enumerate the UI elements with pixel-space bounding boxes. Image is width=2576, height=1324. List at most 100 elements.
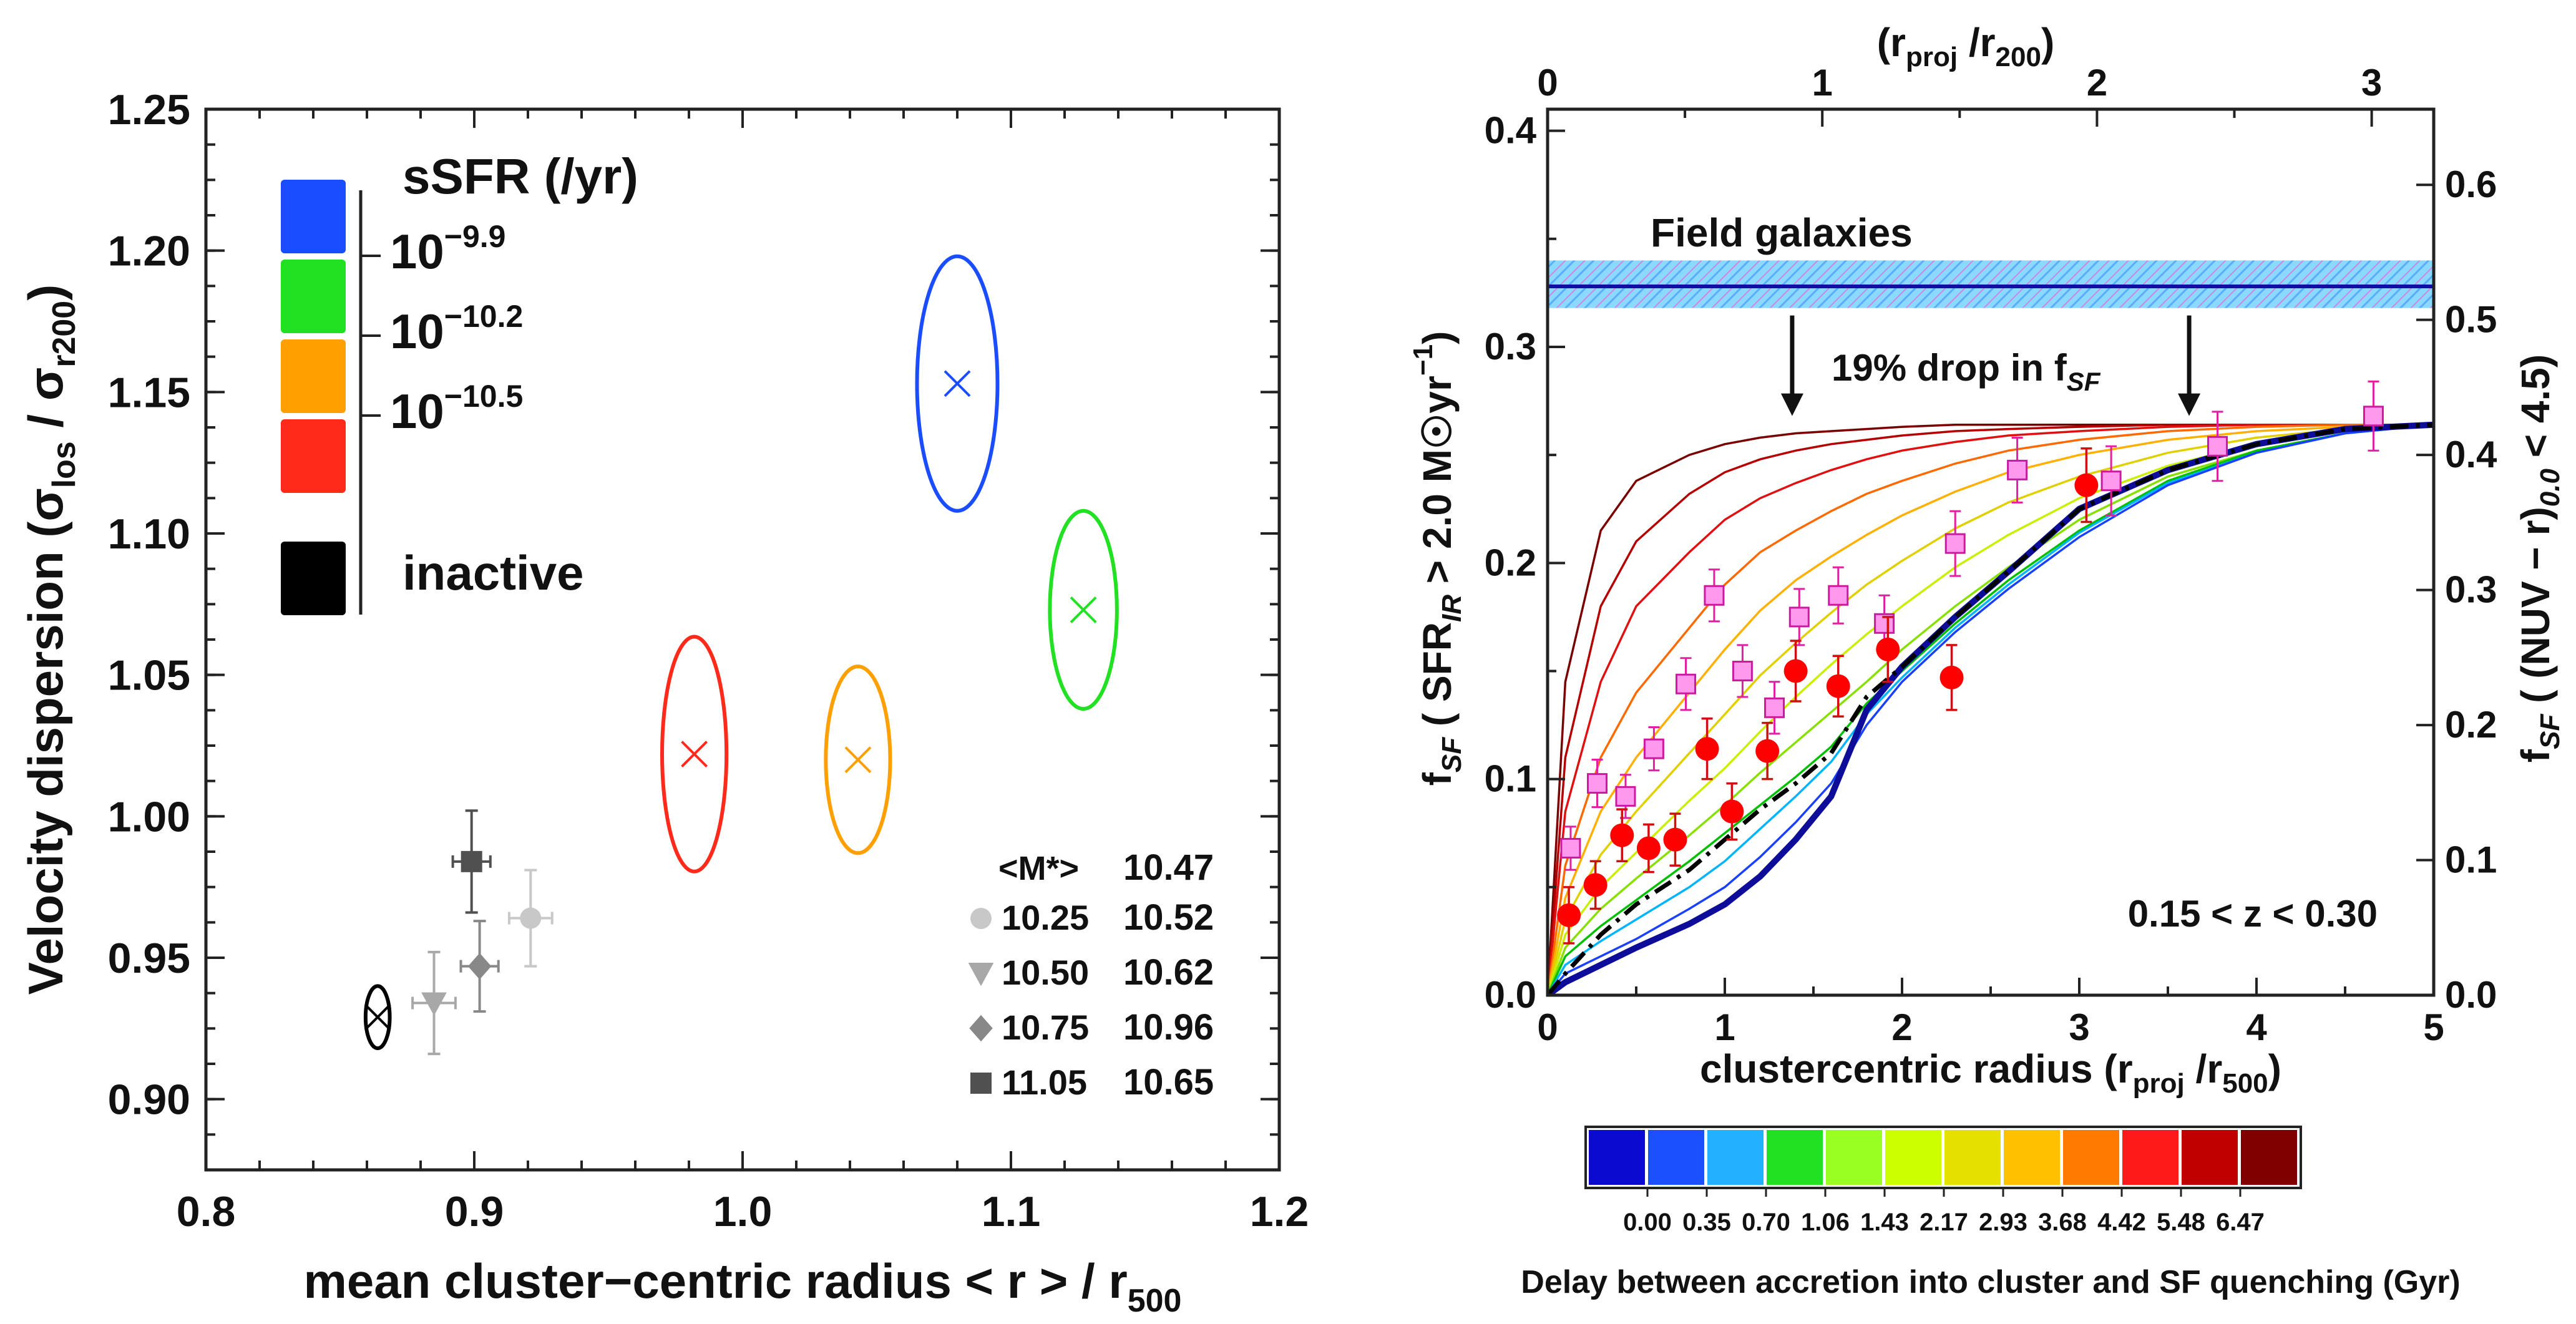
y-left-tick-label: 0.2: [1485, 542, 1536, 583]
nuv-point: [2100, 470, 2122, 492]
drop-arrow-head: [2178, 393, 2201, 416]
mass-table-value: 10.62: [1123, 952, 1214, 993]
colorbar-swatch: [1588, 1129, 1646, 1186]
colorbar-label: 0.70: [1742, 1209, 1790, 1236]
right-tick-labels: 0 1 2 3 4 5 0 1 2 3 0.0 0.1 0.2 0.3 0.4 0.0 0.1 0.2 0.3 0.4…: [1485, 62, 2497, 1048]
x-tick-label: 1.2: [1250, 1188, 1309, 1235]
drop-arrow-head: [1780, 393, 1803, 416]
mass-table-header-value: 10.47: [1123, 847, 1214, 888]
colorbar-label: 2.93: [1979, 1209, 2027, 1236]
mass-table: <M*> 10.47 10.25 10.52 10.50 10.62 10.75 10.9…: [968, 847, 1214, 1103]
right-panel: Field galaxies 19% drop in fSF 0.15 < z …: [1408, 20, 2565, 1300]
y-tick-label: 1.15: [108, 369, 190, 416]
colorbar-swatch: [1943, 1129, 2002, 1186]
drop-arrows: [1780, 315, 2201, 416]
y-tick-label: 0.95: [108, 935, 190, 982]
y-left-tick-label: 0.3: [1485, 326, 1536, 368]
colorbar-swatch: [2121, 1129, 2180, 1186]
colorbar-label: 5.48: [2157, 1209, 2205, 1236]
x-tick-label: 5: [2423, 1006, 2444, 1048]
legend-swatch-orange: [281, 339, 346, 413]
field-galaxies-label: Field galaxies: [1651, 210, 1913, 255]
colorbar-swatch: [2240, 1129, 2298, 1186]
mass-bin-point-square: [461, 850, 482, 872]
ir-point: [1826, 674, 1850, 698]
ir-point: [1876, 637, 1900, 661]
uncertainty-ellipse: [824, 664, 892, 855]
legend-threshold-3: 10−10.5: [390, 379, 523, 439]
top-tick-label: 1: [1812, 62, 1833, 104]
mass-table-header: <M*>: [998, 850, 1079, 887]
y-tick-label: 1.05: [108, 652, 190, 699]
left-y-axis-label: Velocity dispersion (σlos / σr200): [18, 285, 82, 995]
model-curve-delay-5.48: [1548, 423, 2434, 995]
y-right-tick-label: 0.5: [2445, 299, 2497, 341]
x-tick-label: 1.1: [982, 1188, 1041, 1235]
uncertainty-ellipse: [363, 984, 392, 1051]
x-tick-label: 2: [1891, 1006, 1912, 1048]
x-tick-label: 0.8: [177, 1188, 236, 1235]
y-right-tick-label: 0.4: [2445, 434, 2497, 475]
nuv-point: [1560, 837, 1581, 859]
mass-table-mass: 10.75: [1002, 1008, 1089, 1047]
centroid-cross: [681, 741, 708, 768]
colorbar-swatch: [1765, 1129, 1824, 1186]
model-curve-delay-0.35: [1548, 423, 2434, 995]
mass-table-mass: 10.50: [1002, 953, 1089, 992]
x-tick-label: 0.9: [445, 1188, 504, 1235]
colorbar-swatch: [2180, 1129, 2239, 1186]
ir-point: [1583, 873, 1608, 897]
ir-point: [1755, 739, 1780, 763]
colorbar-swatch: [1884, 1129, 1943, 1186]
y-right-tick-label: 0.1: [2445, 839, 2497, 881]
ir-point: [1610, 823, 1634, 847]
nuv-point: [1732, 660, 1753, 681]
model-curve-delay-1.43: [1548, 423, 2434, 995]
y-left-tick-label: 0.1: [1485, 758, 1536, 800]
mass-bin-point-circle: [520, 907, 542, 929]
centroid-cross: [844, 746, 872, 774]
dashdot-model-curve: [1548, 422, 2434, 995]
nuv-point: [1764, 697, 1785, 718]
nuv-point: [1615, 786, 1636, 807]
mass-table-value: 10.65: [1123, 1062, 1214, 1103]
legend-title: sSFR (/yr): [402, 148, 638, 204]
ellipse-layer: [363, 254, 1119, 1051]
x-tick-label: 1.0: [713, 1188, 773, 1235]
legend-swatch-red: [281, 419, 346, 493]
colorbar-label: 1.43: [1860, 1209, 1909, 1236]
ir-point: [1636, 836, 1661, 860]
colorbar-label: 0.35: [1682, 1209, 1731, 1236]
left-axis-ticks: [205, 108, 1281, 1171]
model-curve-delay-3.68: [1548, 423, 2434, 995]
x-tick-label: 0: [1537, 1006, 1558, 1048]
nuv-point: [2007, 459, 2028, 480]
drop-annotation: 19% drop in fSF: [1832, 347, 2101, 396]
centroid-cross: [364, 1003, 391, 1031]
ir-point: [1557, 903, 1581, 927]
redshift-label: 0.15 < z < 0.30: [2128, 893, 2378, 935]
colorbar-swatch: [1647, 1129, 1705, 1186]
legend-threshold-1: 10−9.9: [390, 219, 505, 279]
left-y-axis-label-sfr: fSF ( SFRIR > 2.0 M☉yr−1): [1408, 331, 1467, 786]
uncertainty-ellipse: [915, 254, 1000, 513]
mass-table-rows: 10.25 10.52 10.50 10.62 10.75 10.96 11.05 10.65: [968, 897, 1214, 1103]
y-right-tick-label: 0.0: [2445, 974, 2497, 1016]
legend-swatch-green: [281, 260, 346, 333]
ir-point: [1695, 737, 1719, 761]
mass-bin-points: [411, 809, 554, 1056]
y-right-tick-label: 0.3: [2445, 569, 2497, 611]
colorbar-caption: Delay between accretion into cluster and…: [1521, 1264, 2460, 1300]
uncertainty-ellipse: [660, 635, 729, 874]
x-tick-label: 1: [1714, 1006, 1735, 1048]
nuv-point: [1587, 773, 1608, 794]
ir-point: [1663, 827, 1687, 852]
legend-threshold-2: 10−10.2: [390, 299, 523, 359]
x-tick-label: 4: [2246, 1006, 2267, 1048]
colorbar-swatch: [2003, 1129, 2061, 1186]
nuv-point: [1828, 585, 1849, 606]
ssfr-legend: sSFR (/yr) 10−9.9 10−10.2 10−10.5 inacti…: [281, 148, 638, 615]
top-tick-label: 3: [2361, 62, 2382, 104]
top-tick-label: 0: [1537, 62, 1558, 104]
